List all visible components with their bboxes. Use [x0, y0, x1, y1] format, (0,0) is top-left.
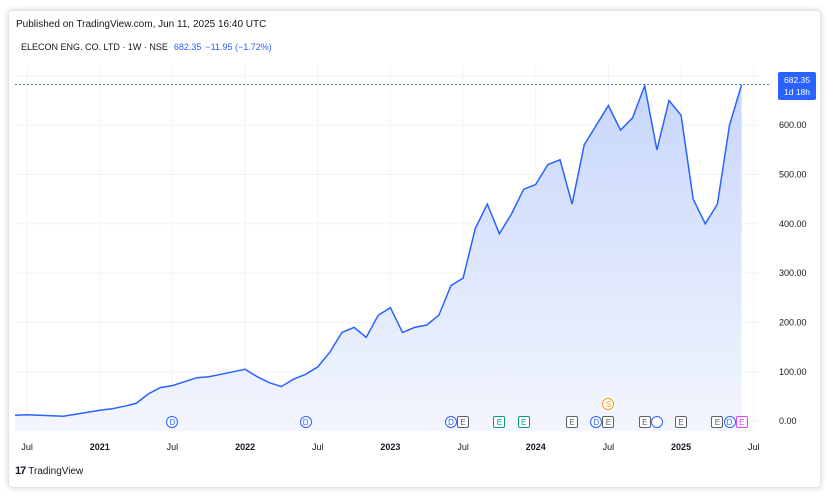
- event-marker-dividend[interactable]: D: [166, 416, 179, 428]
- event-marker-earnings[interactable]: E: [566, 416, 579, 428]
- chart-legend[interactable]: ELECON ENG. CO. LTD · 1W · NSE 682.35 −11.…: [21, 42, 272, 52]
- event-marker-earnings[interactable]: E: [711, 416, 724, 428]
- event-marker-earnings[interactable]: E: [457, 416, 470, 428]
- brand-name: TradingView: [28, 465, 84, 477]
- x-tick-label: 2024: [526, 442, 546, 452]
- y-tick-label: 0.00: [779, 416, 797, 426]
- x-tick-label: Jul: [312, 442, 324, 452]
- y-axis[interactable]: 0.00 100.00 200.00 300.00 400.00 500.00 600.00…: [779, 71, 807, 426]
- x-tick-label: Jul: [748, 442, 760, 452]
- event-marker-dividend[interactable]: D: [299, 416, 312, 428]
- x-tick-label: Jul: [167, 442, 179, 452]
- symbol-title: ELECON ENG. CO. LTD · 1W · NSE: [21, 42, 168, 52]
- legend-value: 682.35: [173, 42, 202, 52]
- price-chart[interactable]: 0.00 100.00 200.00 300.00 400.00 500.00 600.00…: [9, 11, 820, 487]
- y-tick-label: 500.00: [779, 170, 807, 180]
- y-tick-label: 300.00: [779, 268, 807, 278]
- event-marker-split[interactable]: S: [602, 398, 615, 410]
- event-marker-earnings[interactable]: E: [638, 416, 651, 428]
- x-tick-label: Jul: [21, 442, 33, 452]
- event-marker-earnings[interactable]: E: [735, 416, 748, 428]
- x-tick-label: 2022: [235, 442, 255, 452]
- price-area: [15, 84, 742, 431]
- event-marker-dividend[interactable]: [650, 416, 663, 428]
- event-marker-dividend[interactable]: D: [590, 416, 603, 428]
- x-axis[interactable]: Jul 2021 Jul 2022 Jul 2023 Jul 2024 Jul 2025 Jul: [21, 442, 759, 452]
- bar-countdown: 1d 18h: [784, 87, 810, 97]
- x-tick-label: 2023: [380, 442, 400, 452]
- y-tick-label: 100.00: [779, 367, 807, 377]
- y-tick-label: 200.00: [779, 317, 807, 327]
- event-marker-earnings[interactable]: E: [493, 416, 506, 428]
- y-tick-label: 400.00: [779, 219, 807, 229]
- last-price-value: 682.35: [784, 75, 810, 85]
- published-caption: Published on TradingView.com, Jun 11, 20…: [16, 19, 267, 30]
- x-tick-label: 2021: [90, 442, 110, 452]
- tradingview-logo-icon: 17: [15, 465, 26, 477]
- footer: 17 TradingView: [15, 465, 83, 477]
- last-price-badge: 682.35 1d 18h: [778, 72, 816, 100]
- event-marker-earnings[interactable]: E: [675, 416, 688, 428]
- price-line: [14, 82, 743, 417]
- x-tick-label: Jul: [457, 442, 469, 452]
- event-marker-dividend[interactable]: D: [723, 416, 736, 428]
- event-marker-earnings[interactable]: E: [602, 416, 615, 428]
- event-marker-earnings[interactable]: E: [517, 416, 530, 428]
- chart-frame: Published on TradingView.com, Jun 11, 20…: [8, 10, 821, 488]
- x-tick-label: 2025: [671, 442, 691, 452]
- x-tick-label: Jul: [603, 442, 615, 452]
- event-marker-dividend[interactable]: D: [444, 416, 457, 428]
- legend-change: −11.95 (−1.72%): [205, 42, 272, 52]
- y-tick-label: 600.00: [779, 120, 807, 130]
